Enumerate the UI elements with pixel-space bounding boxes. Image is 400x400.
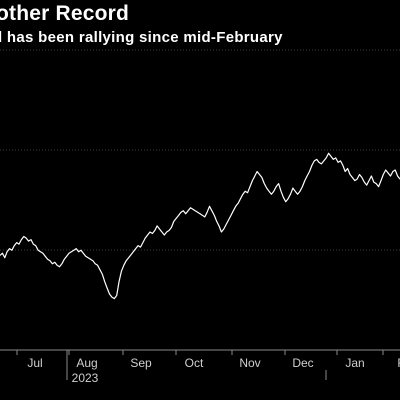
series-line: [0, 152, 400, 300]
x-tick-label: Oct: [185, 356, 204, 370]
x-tick-label: Dec: [292, 356, 313, 370]
x-tick-label: Jul: [27, 356, 42, 370]
x-tick-label: F: [397, 356, 400, 370]
x-tick-label: Nov: [239, 356, 260, 370]
chart-subtitle: l has been rallying since mid-February: [0, 29, 283, 46]
series-layer: [0, 152, 400, 300]
x-tick-label: Aug: [76, 356, 97, 370]
chart-title: other Record: [0, 2, 130, 25]
x-year-label: 2023: [72, 371, 99, 385]
x-tick-label: Sep: [130, 356, 152, 370]
x-axis: Jul Aug Sep Oct Nov Dec Jan F 2023: [0, 349, 400, 385]
gridlines: [0, 49, 400, 251]
x-tick-label: Jan: [345, 356, 364, 370]
